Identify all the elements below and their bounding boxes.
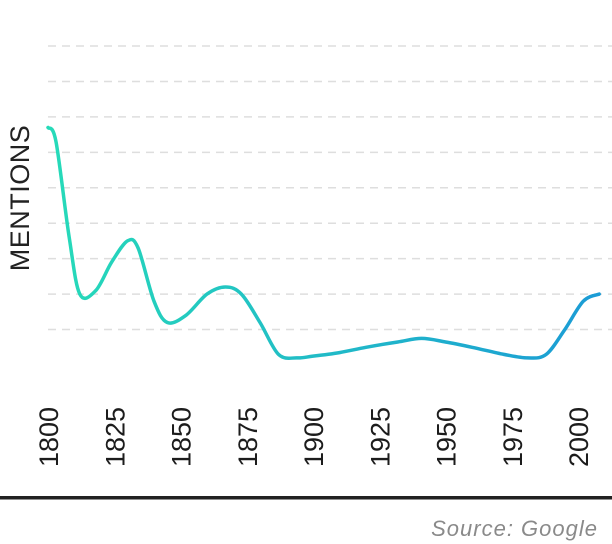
x-tick-label: 1875 bbox=[233, 407, 263, 467]
x-axis-ticks: 1800 1825 1850 1875 1900 1925 1950 1975 2000 bbox=[34, 407, 594, 467]
x-tick-label: 1900 bbox=[299, 407, 329, 467]
x-tick-label: 1825 bbox=[100, 407, 130, 467]
x-tick-label: 1950 bbox=[432, 407, 462, 467]
x-tick-label: 1925 bbox=[365, 407, 395, 467]
gridlines bbox=[48, 45, 612, 331]
series-line bbox=[46, 125, 601, 360]
x-tick-label: 1975 bbox=[498, 407, 528, 467]
y-axis-label: MENTIONS bbox=[5, 125, 35, 272]
x-tick-label: 1850 bbox=[167, 407, 197, 467]
source-credit: Source: Google bbox=[431, 516, 598, 541]
baseline-rule bbox=[0, 496, 612, 500]
x-tick-label: 1800 bbox=[34, 407, 64, 467]
x-tick-label: 2000 bbox=[564, 407, 594, 467]
